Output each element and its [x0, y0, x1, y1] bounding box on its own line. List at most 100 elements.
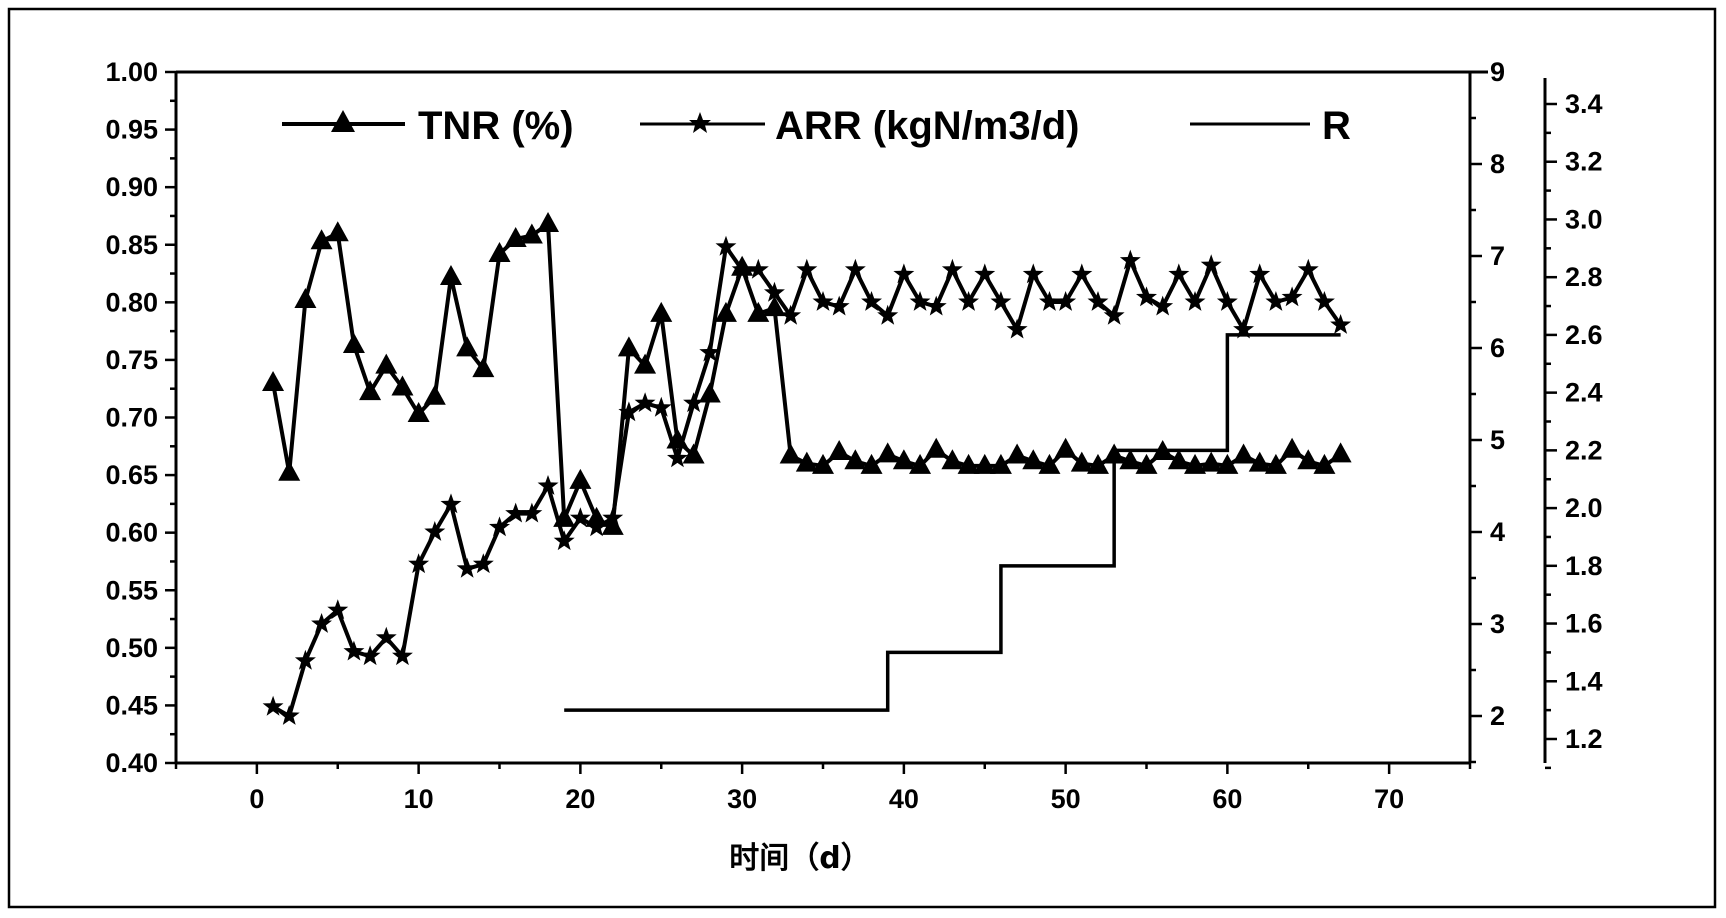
arr-point [990, 291, 1012, 311]
arr-point [294, 649, 316, 670]
arr-point [925, 295, 947, 316]
arr-point [877, 304, 899, 325]
tnr-point [714, 301, 737, 322]
tnr-point [1248, 451, 1271, 472]
arr-point [812, 291, 834, 311]
arr-point [1119, 249, 1141, 270]
arr-point [715, 235, 737, 256]
legend: TNR (%) ARR (kgN/m3/d) R [282, 104, 1351, 148]
tnr-point [1200, 451, 1223, 472]
left-y-axis: 0.40 0.45 0.50 0.55 0.60 0.65 0.70 0.75 0.80 0.85… [105, 57, 1488, 778]
arr-point [1249, 263, 1271, 284]
legend-tnr-label: TNR (%) [418, 104, 574, 148]
tnr-point [359, 380, 382, 401]
arr-point [1006, 318, 1028, 339]
right1-tick-label: 6 [1490, 333, 1505, 363]
tnr-point [326, 221, 349, 242]
right2-tick-label: 2.8 [1565, 262, 1603, 292]
tnr-point [634, 353, 657, 374]
tnr-point [1022, 449, 1045, 470]
arr-point [472, 553, 494, 574]
right2-tick-label: 2.4 [1565, 378, 1603, 408]
right1-tick-label: 8 [1490, 149, 1505, 179]
x-tick-label: 20 [565, 784, 595, 814]
arr-point [521, 502, 543, 523]
tnr-point [601, 514, 624, 535]
arr-point [1281, 286, 1303, 307]
x-tick-label: 40 [889, 784, 919, 814]
left-tick-label: 0.80 [105, 287, 158, 317]
right2-tick-label: 1.6 [1565, 609, 1603, 639]
arr-point [958, 291, 979, 311]
arr-point [618, 401, 640, 422]
x-tick-label: 70 [1374, 784, 1404, 814]
arr-point [408, 553, 430, 574]
tnr-point [747, 301, 770, 322]
right1-tick-label: 4 [1490, 517, 1505, 547]
tnr-point [1232, 443, 1255, 464]
arr-point [456, 557, 478, 578]
arr-point [699, 341, 721, 362]
tnr-point [262, 370, 285, 391]
tnr-point [342, 332, 365, 353]
tnr-point [1151, 440, 1174, 461]
right2-tick-label: 1.8 [1565, 551, 1603, 581]
tnr-point [1038, 453, 1061, 474]
arr-point [634, 392, 656, 413]
arr-point [650, 396, 672, 417]
tnr-point [1264, 453, 1287, 474]
tnr-point [1313, 453, 1336, 474]
tnr-point [553, 506, 576, 527]
legend-r-label: R [1322, 104, 1351, 148]
tnr-point [876, 442, 899, 463]
tnr-point [650, 301, 673, 322]
x-tick-label: 50 [1051, 784, 1081, 814]
r-series-line [564, 333, 1341, 712]
tnr-point [1329, 442, 1352, 463]
arr-point [505, 502, 527, 523]
tnr-point [504, 226, 527, 247]
arr-point [1297, 258, 1319, 279]
arr-point [489, 516, 510, 537]
arr-point [1330, 314, 1352, 334]
arr-point [1200, 254, 1222, 275]
tnr-point [909, 453, 932, 474]
arr-point [359, 645, 381, 666]
left-tick-label: 0.95 [105, 115, 158, 145]
tnr-point [957, 453, 980, 474]
arr-point [828, 295, 850, 316]
tnr-point [779, 443, 802, 464]
tnr-point [812, 453, 834, 474]
x-tick-label: 60 [1212, 784, 1242, 814]
legend-tnr-marker [331, 110, 355, 132]
tnr-point [1119, 449, 1142, 470]
arr-point [1314, 291, 1335, 311]
arr-point [553, 530, 575, 551]
left-tick-label: 0.90 [105, 172, 158, 202]
arr-point [1233, 318, 1254, 339]
tnr-point [860, 453, 883, 474]
tnr-point [439, 264, 462, 285]
arr-point [941, 258, 963, 279]
arr-point [375, 626, 397, 647]
arr-point [861, 291, 882, 311]
arr-point [974, 263, 996, 284]
left-tick-label: 0.85 [105, 230, 158, 260]
legend-arr-marker [689, 112, 711, 133]
tnr-point [698, 382, 721, 403]
x-axis: 0 10 20 30 40 50 60 70 [174, 761, 1472, 814]
right2-tick-label: 2.2 [1565, 435, 1603, 465]
tnr-point [407, 402, 430, 423]
arr-point [893, 263, 915, 284]
right2-tick-label: 1.4 [1565, 666, 1603, 696]
tnr-point [763, 296, 786, 317]
tnr-point [1167, 449, 1190, 470]
arr-point [747, 258, 769, 279]
arr-point [1136, 286, 1157, 307]
tnr-point [423, 384, 446, 405]
tnr-point [989, 453, 1012, 474]
x-axis-title: 时间（d） [729, 841, 870, 876]
tnr-point [569, 468, 592, 489]
right1-tick-label: 9 [1490, 57, 1505, 87]
